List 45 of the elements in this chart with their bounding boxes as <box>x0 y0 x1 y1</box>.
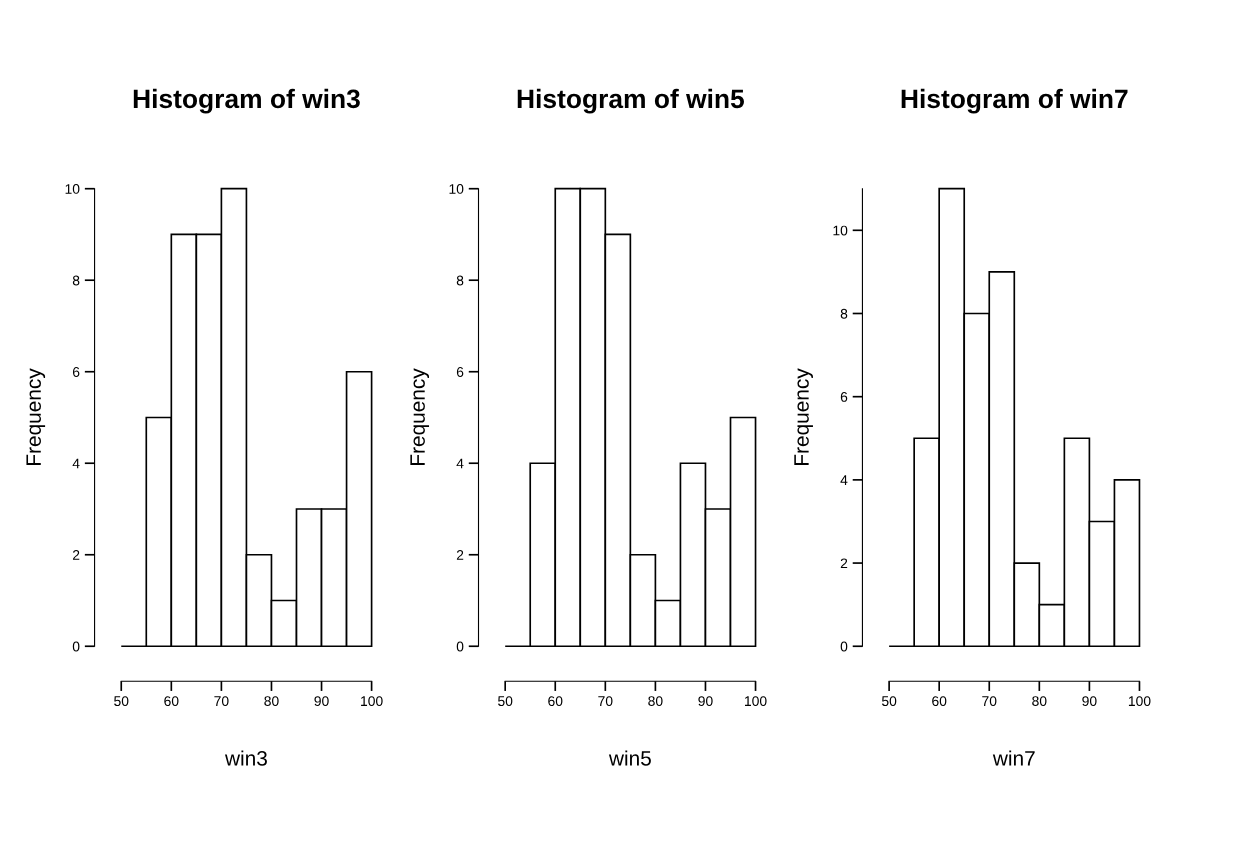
x-tick-label: 90 <box>698 696 713 707</box>
x-tick-label: 90 <box>314 696 329 707</box>
x-axis-title: win5 <box>608 750 651 766</box>
x-tick-label: 50 <box>114 696 129 707</box>
x-tick-label: 80 <box>1032 696 1047 707</box>
x-tick-label: 60 <box>548 696 563 707</box>
x-tick-label: 70 <box>214 696 229 707</box>
x-tick-label: 80 <box>264 696 279 707</box>
x-axis-title: win7 <box>992 750 1035 766</box>
y-axis-title: Frequency <box>410 368 430 465</box>
x-tick-label: 50 <box>881 696 897 707</box>
y-axis-title: Frequency <box>26 368 46 465</box>
y-tick-label: 10 <box>833 225 848 236</box>
y-tick-label: 8 <box>72 275 80 286</box>
y-tick-label: 10 <box>449 184 464 194</box>
x-tick-label: 100 <box>1128 696 1151 707</box>
y-tick-label: 0 <box>72 641 80 652</box>
chart-title: Histogram of win3 <box>133 88 360 114</box>
y-tick-label: 0 <box>456 641 464 652</box>
y-tick-label: 0 <box>840 641 848 652</box>
y-tick-label: 8 <box>840 308 848 319</box>
y-tick-label: 10 <box>65 184 80 194</box>
x-tick-label: 60 <box>932 696 947 707</box>
y-tick-label: 2 <box>72 550 80 560</box>
y-tick-label: 4 <box>456 458 464 469</box>
y-tick-label: 4 <box>840 475 848 485</box>
x-tick-label: 80 <box>648 696 663 707</box>
chart-title: Histogram of win5 <box>517 88 744 114</box>
x-axis-title: win3 <box>224 750 267 766</box>
x-tick-label: 70 <box>982 696 997 707</box>
y-tick-label: 8 <box>456 275 464 286</box>
x-tick-label: 70 <box>598 696 613 707</box>
x-tick-label: 100 <box>745 696 767 707</box>
y-tick-label: 4 <box>72 458 80 469</box>
y-tick-label: 6 <box>456 367 464 377</box>
y-tick-label: 6 <box>72 367 80 377</box>
x-tick-label: 50 <box>498 696 513 707</box>
y-axis-title: Frequency <box>794 368 813 465</box>
y-tick-label: 2 <box>840 558 848 569</box>
y-tick-label: 6 <box>840 392 848 402</box>
x-tick-label: 90 <box>1082 696 1097 707</box>
chart-title: Histogram of win7 <box>901 88 1128 114</box>
y-tick-label: 2 <box>456 550 464 560</box>
x-tick-label: 60 <box>164 696 179 707</box>
x-tick-label: 100 <box>361 696 383 707</box>
